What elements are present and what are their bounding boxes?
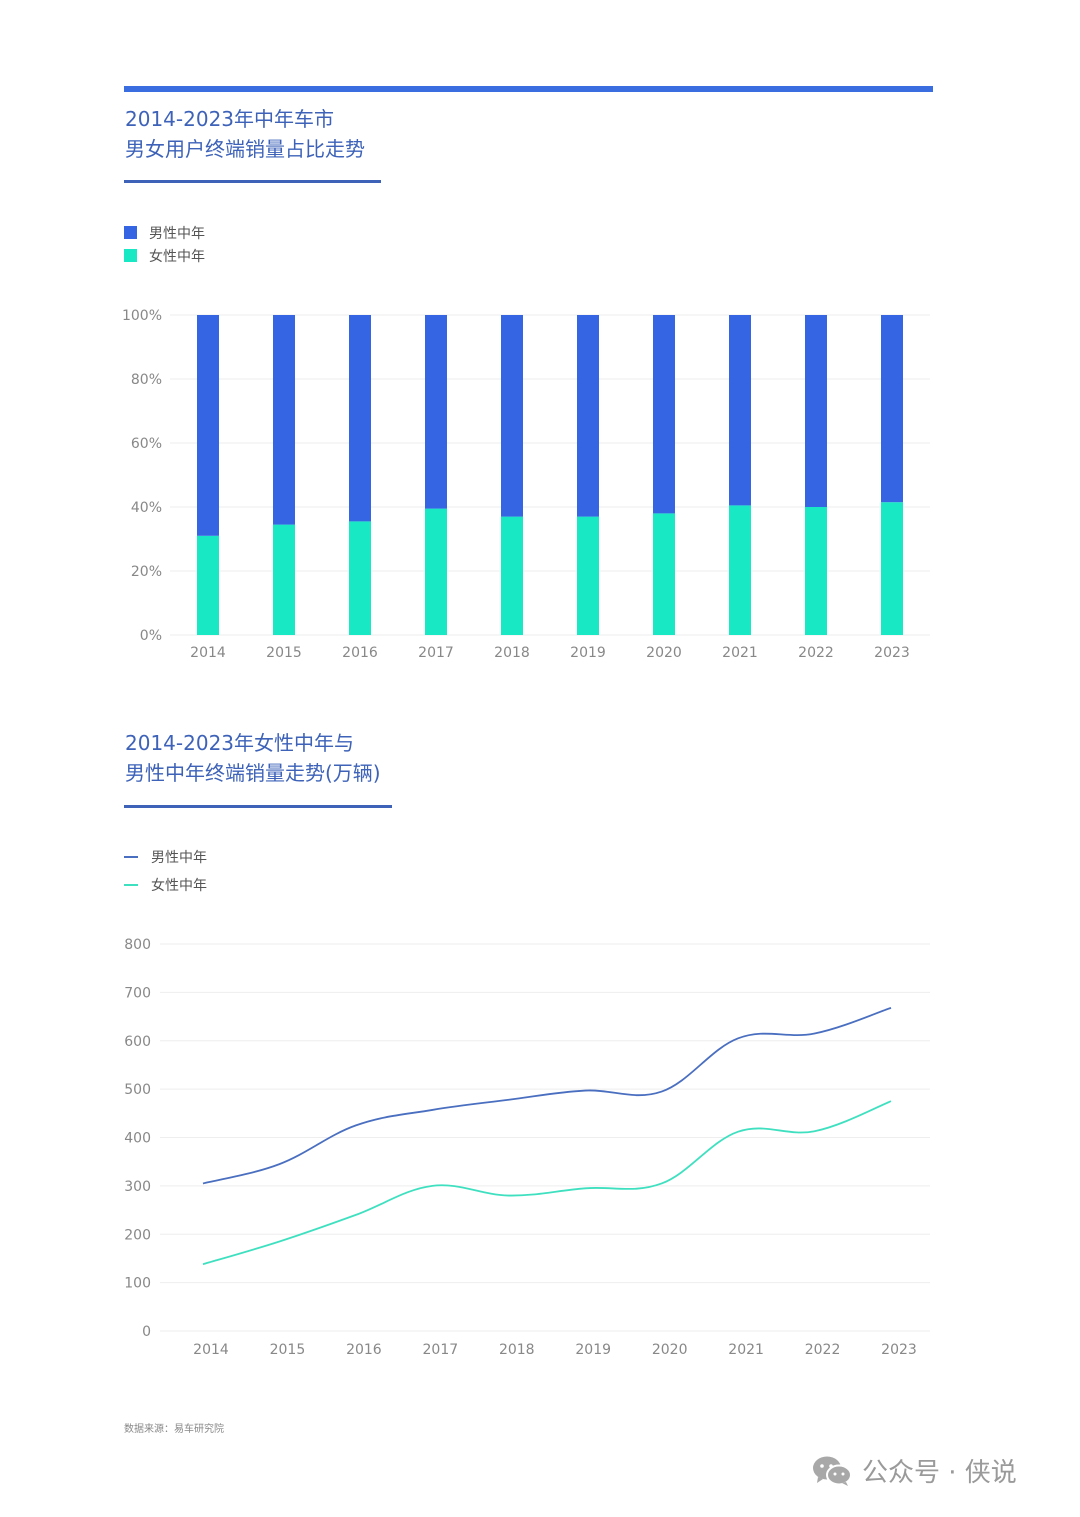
legend2-swatch-male [124, 856, 138, 858]
bar-male-2018 [501, 315, 523, 517]
y-tick-label: 600 [124, 1034, 151, 1050]
y-tick-label: 200 [124, 1227, 151, 1243]
x-tick-label: 2019 [575, 1342, 611, 1358]
wechat-icon [813, 1456, 852, 1486]
legend2-item-male: 男性中年 [124, 843, 207, 871]
bar-male-2023 [881, 315, 903, 503]
bar-female-2015 [273, 524, 295, 635]
legend2-label-female: 女性中年 [151, 878, 207, 894]
y-tick-label: 700 [124, 985, 151, 1001]
y-tick-label: 40% [131, 500, 162, 516]
y-tick-label: 800 [124, 937, 151, 953]
chart2-legend: 男性中年 女性中年 [124, 843, 207, 899]
bar-female-2019 [577, 516, 599, 635]
data-source-note: 数据来源：易车研究院 [124, 1424, 224, 1435]
bar-male-2017 [425, 315, 447, 509]
bar-female-2020 [653, 513, 675, 635]
bar-male-2019 [577, 315, 599, 517]
x-tick-label: 2023 [874, 645, 910, 661]
legend2-item-female: 女性中年 [124, 871, 207, 899]
legend-item-male: 男性中年 [124, 221, 205, 244]
y-tick-label: 80% [131, 372, 162, 388]
bar-female-2017 [425, 508, 447, 635]
y-tick-label: 0 [142, 1324, 151, 1340]
series-line-female [202, 1100, 892, 1266]
bar-female-2014 [197, 535, 219, 635]
bar-female-2018 [501, 516, 523, 635]
y-tick-label: 500 [124, 1082, 151, 1098]
x-tick-label: 2021 [722, 645, 758, 661]
x-tick-label: 2018 [499, 1342, 535, 1358]
chart1-legend: 男性中年 女性中年 [124, 221, 205, 267]
x-tick-label: 2020 [646, 645, 682, 661]
x-tick-label: 2015 [266, 645, 302, 661]
x-tick-label: 2014 [193, 1342, 229, 1358]
chart1-title: 2014-2023年中年车市 男女用户终端销量占比走势 [125, 104, 365, 164]
legend2-swatch-female [124, 884, 138, 886]
x-tick-label: 2018 [494, 645, 530, 661]
x-tick-label: 2017 [423, 1342, 459, 1358]
chart1-stacked-bar-chart: 0% 20% 40% 60% 80% 100% 2014 2015 2016 2017 2018 20… [122, 308, 930, 661]
legend-swatch-male [124, 226, 137, 239]
series-line-male [202, 1007, 892, 1185]
chart1-title-underline [124, 180, 381, 183]
x-tick-label: 2020 [652, 1342, 688, 1358]
bar-female-2022 [805, 507, 827, 635]
y-tick-label: 100 [124, 1276, 151, 1292]
x-tick-label: 2019 [570, 645, 606, 661]
bar-male-2022 [805, 315, 827, 507]
legend2-label-male: 男性中年 [151, 850, 207, 866]
legend-label-female: 女性中年 [149, 248, 205, 265]
chart2-title-underline [124, 805, 392, 808]
y-tick-label: 400 [124, 1131, 151, 1147]
bar-male-2015 [273, 315, 295, 525]
x-tick-label: 2022 [798, 645, 834, 661]
chart2-title-line2: 男性中年终端销量走势(万辆) [125, 761, 381, 785]
x-tick-label: 2016 [346, 1342, 382, 1358]
watermark: 公众号 · 侠说 [812, 1452, 1017, 1489]
chart2-title: 2014-2023年女性中年与 男性中年终端销量走势(万辆) [125, 728, 381, 788]
y-tick-label: 0% [140, 628, 162, 644]
bar-male-2021 [729, 315, 751, 506]
bar-male-2016 [349, 315, 371, 522]
y-tick-label: 300 [124, 1179, 151, 1195]
bar-male-2014 [197, 315, 219, 536]
legend-swatch-female [124, 249, 137, 262]
watermark-text: 公众号 · 侠说 [862, 1458, 1017, 1488]
chart1-title-line1: 2014-2023年中年车市 [125, 107, 335, 131]
bar-female-2016 [349, 521, 371, 635]
y-tick-label: 100% [122, 308, 162, 324]
bar-female-2021 [729, 505, 751, 635]
bar-female-2023 [881, 502, 903, 635]
x-tick-label: 2014 [190, 645, 226, 661]
y-tick-label: 60% [131, 436, 162, 452]
chart1-title-line2: 男女用户终端销量占比走势 [125, 137, 365, 161]
y-tick-label: 20% [131, 564, 162, 580]
x-tick-label: 2016 [342, 645, 378, 661]
x-tick-label: 2022 [805, 1342, 841, 1358]
chart2-title-line1: 2014-2023年女性中年与 [125, 731, 355, 755]
x-tick-label: 2015 [270, 1342, 306, 1358]
x-tick-label: 2021 [728, 1342, 764, 1358]
chart2-line-chart: 0 100 200 300 400 500 600 700 800 2014 2015 2016 201… [124, 937, 930, 1358]
x-tick-label: 2023 [881, 1342, 917, 1358]
bar-male-2020 [653, 315, 675, 514]
x-tick-label: 2017 [418, 645, 454, 661]
top-accent-bar [124, 86, 933, 92]
legend-item-female: 女性中年 [124, 244, 205, 267]
legend-label-male: 男性中年 [149, 225, 205, 242]
